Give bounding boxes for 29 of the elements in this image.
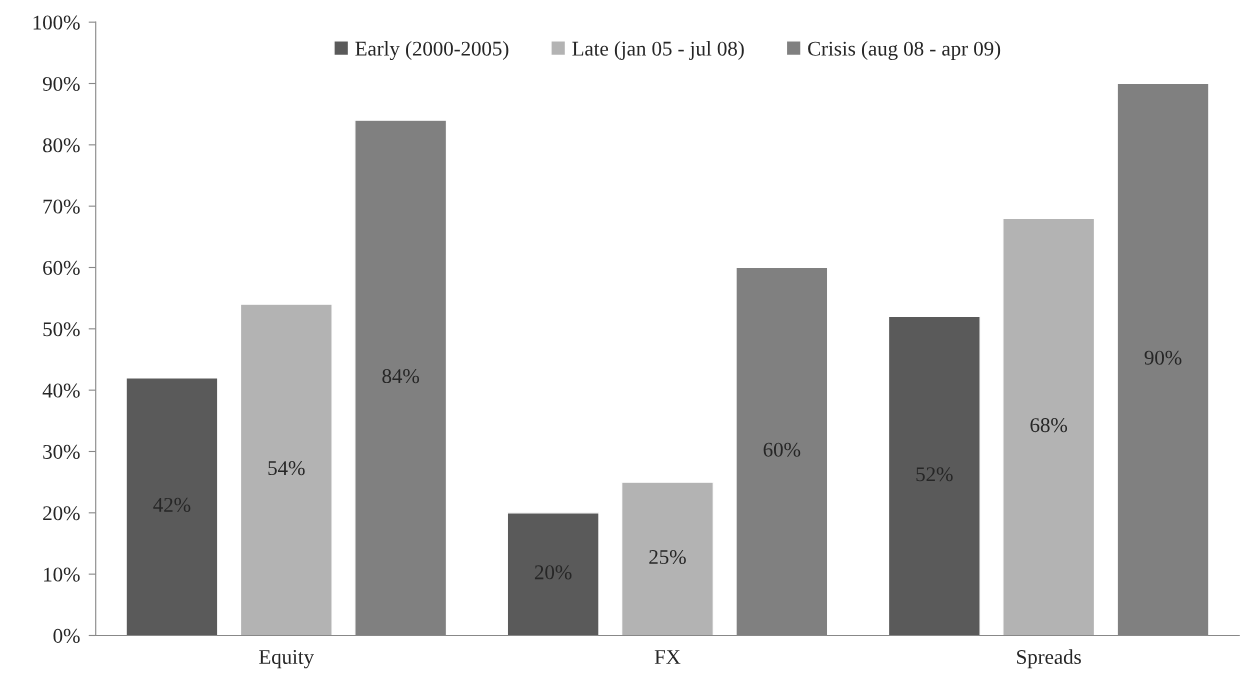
y-tick-label: 40%	[42, 383, 80, 398]
y-tick-label: 70%	[43, 199, 80, 214]
x-tick-label: FX	[654, 650, 681, 664]
y-tick-label: 10%	[44, 567, 80, 582]
y-tick-label: 80%	[43, 138, 80, 153]
legend-label: Crisis (aug 08 - apr 09)	[808, 41, 1001, 60]
bar	[506, 512, 600, 636]
bar	[621, 481, 714, 636]
data-label: 25%	[649, 549, 686, 565]
bar	[1002, 217, 1095, 636]
y-tick-label: 0%	[53, 628, 80, 643]
x-tick-label: Equity	[259, 649, 314, 669]
data-label: 54%	[268, 461, 305, 476]
y-tick-label: 60%	[43, 260, 80, 275]
data-label: 68%	[1030, 418, 1068, 433]
legend-label: Late (jan 05 - jul 08)	[572, 41, 744, 60]
bar	[888, 316, 981, 636]
data-label: 60%	[763, 442, 801, 457]
y-tick-label: 20%	[43, 506, 80, 521]
bar	[125, 377, 219, 636]
data-label: 90%	[1144, 350, 1182, 365]
data-label: 84%	[382, 369, 420, 384]
y-tick-label: 50%	[43, 322, 80, 337]
y-tick-label: 30%	[43, 444, 80, 459]
x-tick-label: Spreads	[1017, 649, 1081, 669]
bar	[240, 303, 333, 636]
legend-label: Early (2000-2005)	[355, 41, 509, 60]
y-tick-label: 100%	[33, 15, 80, 30]
y-tick-label: 90%	[42, 76, 80, 92]
